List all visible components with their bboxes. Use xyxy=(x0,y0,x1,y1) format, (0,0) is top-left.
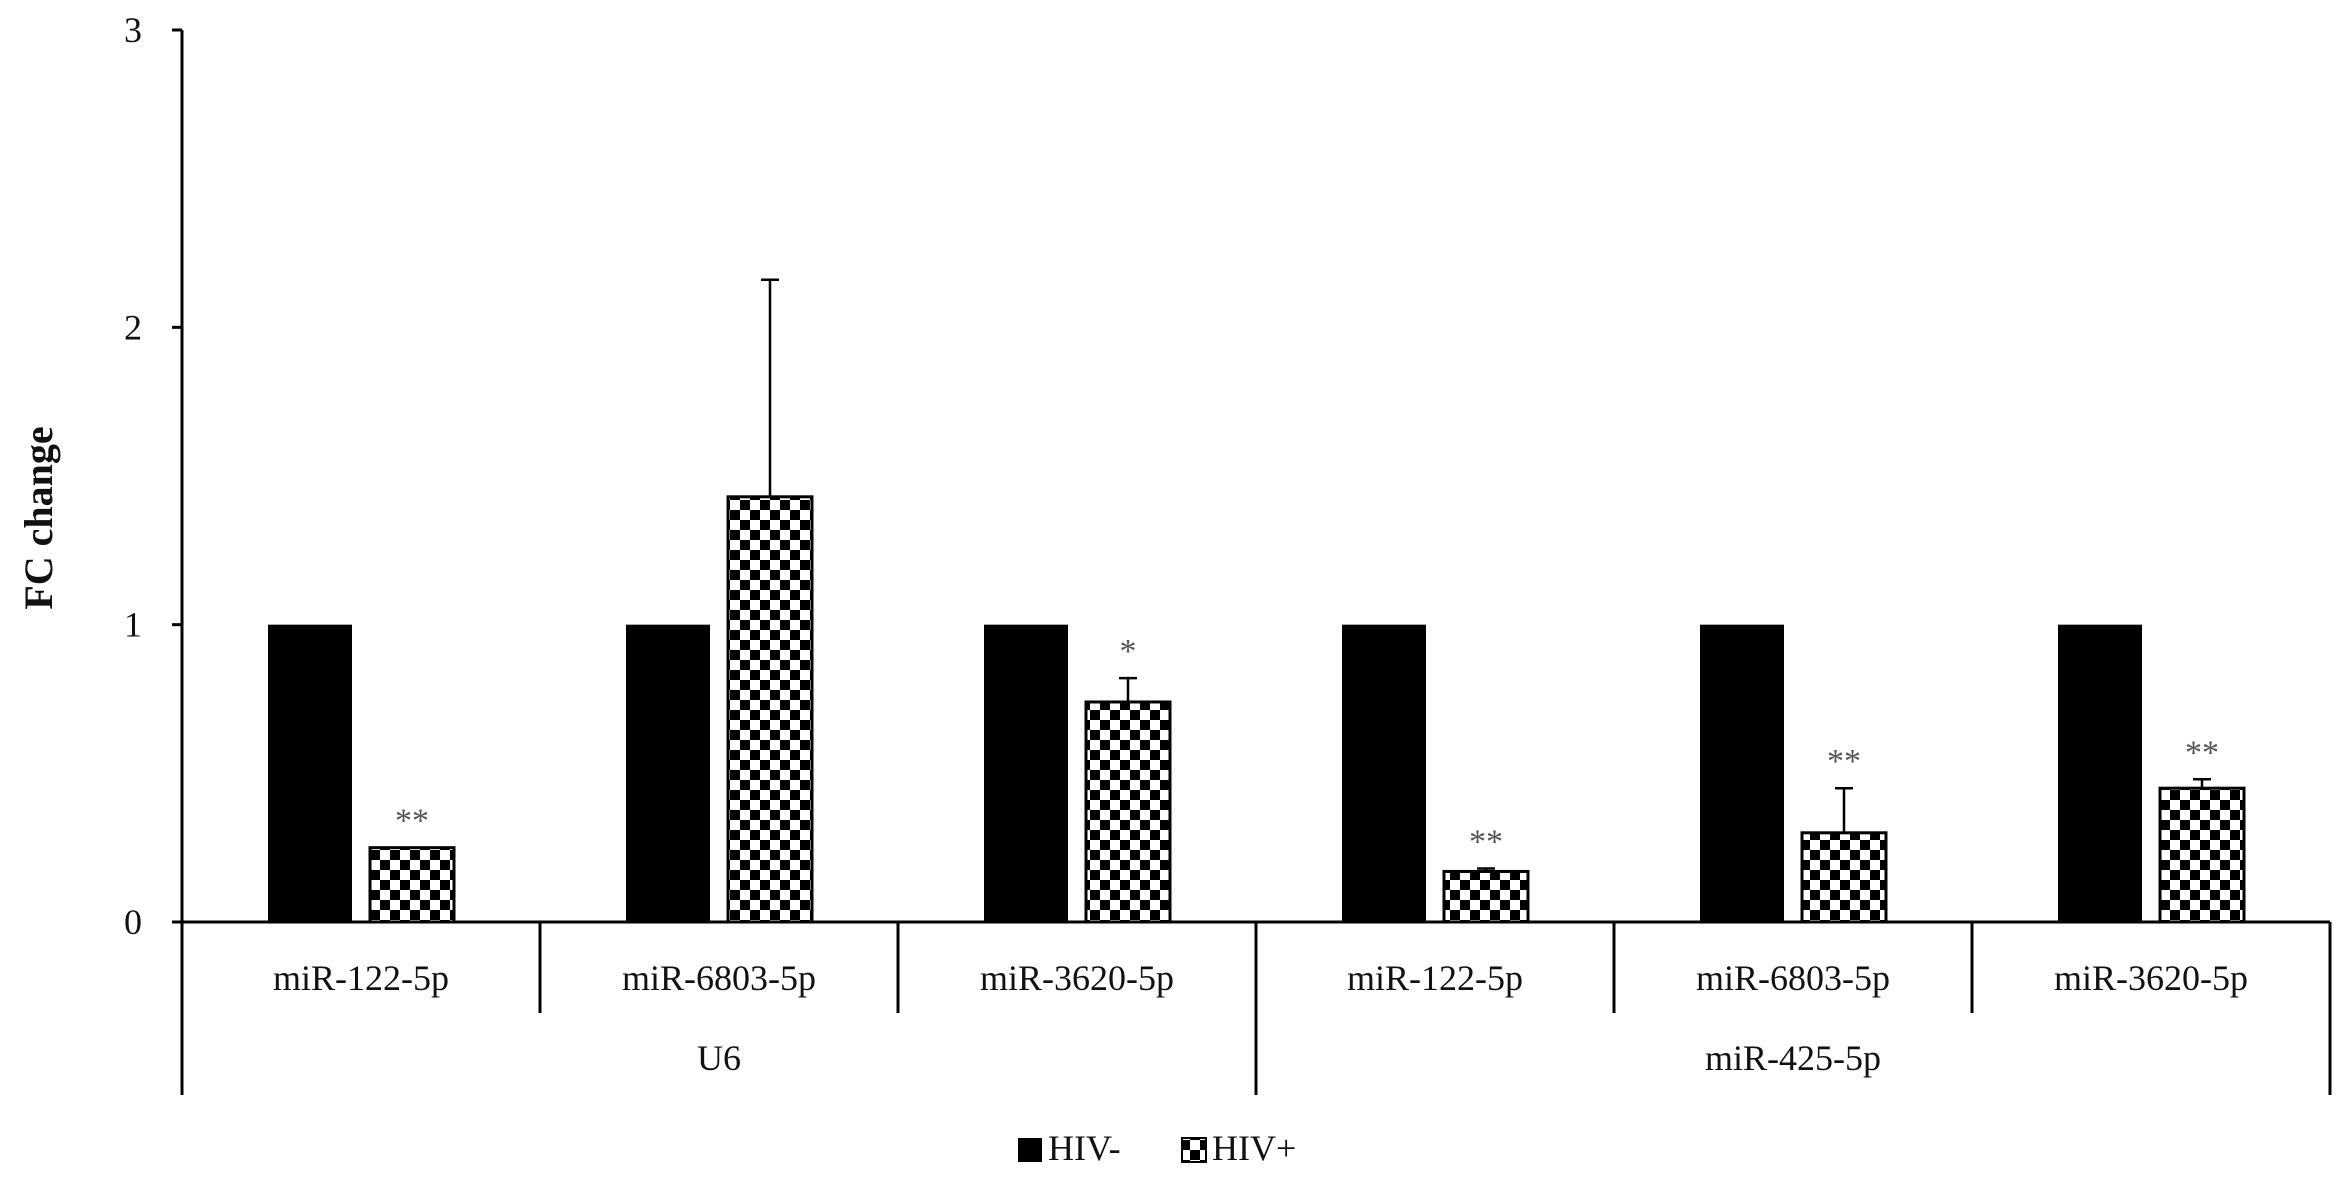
labels: 0 1 2 3 miR-122-5p miR-6803-5p miR-3620-5p miR-… xyxy=(124,10,2248,1078)
legend-label-hiv-positive: HIV+ xyxy=(1212,1128,1296,1168)
legend-label-hiv-negative: HIV- xyxy=(1048,1128,1121,1168)
bars xyxy=(268,278,2246,924)
y-tick-label: 0 xyxy=(124,902,142,942)
axes xyxy=(172,28,2332,1095)
bar-hiv-positive xyxy=(2158,786,2246,924)
significance-label: ** xyxy=(2185,734,2219,771)
category-label: miR-122-5p xyxy=(1347,958,1523,998)
bar-hiv-positive xyxy=(1800,831,1888,924)
group-label: miR-425-5p xyxy=(1705,1038,1881,1078)
category-label: miR-6803-5p xyxy=(1696,958,1890,998)
bar-hiv-negative xyxy=(626,624,710,922)
bar-hiv-positive xyxy=(726,495,814,924)
category-label: miR-6803-5p xyxy=(622,958,816,998)
bar-hiv-positive xyxy=(368,846,456,924)
category-label: miR-122-5p xyxy=(273,958,449,998)
legend-swatch-hiv-negative xyxy=(1018,1138,1042,1162)
bar-hiv-negative xyxy=(1342,624,1426,922)
significance-label: ** xyxy=(1469,823,1503,860)
group-label: U6 xyxy=(697,1038,741,1078)
y-tick-label: 2 xyxy=(124,307,142,347)
bar-hiv-negative xyxy=(984,624,1068,922)
category-label: miR-3620-5p xyxy=(980,958,1174,998)
legend: HIV- HIV+ xyxy=(1018,1128,1296,1168)
legend-swatch-hiv-positive xyxy=(1181,1137,1207,1163)
y-tick-label: 1 xyxy=(124,605,142,645)
y-axis-title: FC change xyxy=(16,426,61,609)
significance-label: ** xyxy=(1827,743,1861,780)
significance-label: ** xyxy=(395,803,429,840)
bar-hiv-positive xyxy=(1084,700,1172,924)
bar-hiv-negative xyxy=(1700,624,1784,922)
significance-label: * xyxy=(1120,633,1137,670)
y-tick-label: 3 xyxy=(124,10,142,50)
bar-hiv-negative xyxy=(2058,624,2142,922)
bar-hiv-negative xyxy=(268,624,352,922)
bar-hiv-positive xyxy=(1442,869,1530,924)
category-label: miR-3620-5p xyxy=(2054,958,2248,998)
